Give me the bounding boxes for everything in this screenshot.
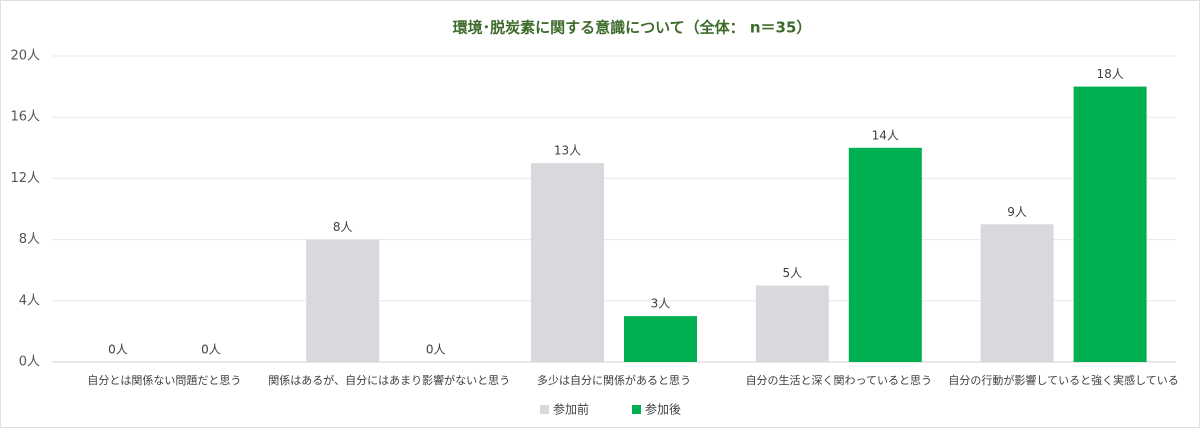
x-tick-label: 自分とは関係ない問題だと思う [87, 374, 241, 387]
bar [306, 239, 380, 362]
x-tick-label: 関係はあるが、自分にはあまり影響がないと思う [268, 373, 510, 387]
y-tick-label: 8人 [19, 232, 40, 247]
data-label: 3人 [651, 297, 671, 311]
bar [531, 163, 604, 362]
x-tick-label: 自分の行動が影響していると強く実感している [948, 373, 1178, 387]
y-tick-label: 4人 [19, 293, 40, 308]
data-label: 5人 [782, 266, 802, 280]
legend-swatch [540, 405, 549, 414]
legend-label: 参加前 [553, 402, 589, 417]
data-label: 0人 [201, 343, 221, 357]
data-label: 0人 [108, 343, 128, 357]
data-label: 9人 [1007, 205, 1027, 219]
chart-title: 環境･脱炭素に関する意識について（全体： n＝35） [453, 19, 812, 37]
legend-label: 参加後 [645, 402, 681, 417]
bar [848, 147, 922, 362]
y-tick-label: 16人 [10, 110, 40, 125]
y-tick-label: 20人 [10, 49, 40, 64]
x-tick-label: 多少は自分に関係があると思う [537, 373, 691, 387]
data-label: 0人 [426, 343, 446, 357]
bar [1073, 86, 1147, 362]
x-tick-label: 自分の生活と深く関わっていると思う [746, 373, 932, 387]
data-label: 18人 [1096, 67, 1123, 81]
data-label: 13人 [554, 144, 581, 158]
bar [980, 224, 1054, 362]
legend-swatch [632, 405, 641, 414]
y-tick-label: 12人 [10, 171, 40, 186]
y-tick-label: 0人 [19, 355, 40, 370]
bar [624, 316, 697, 362]
data-label: 14人 [872, 128, 899, 142]
bar [755, 285, 829, 362]
data-label: 8人 [333, 220, 353, 234]
